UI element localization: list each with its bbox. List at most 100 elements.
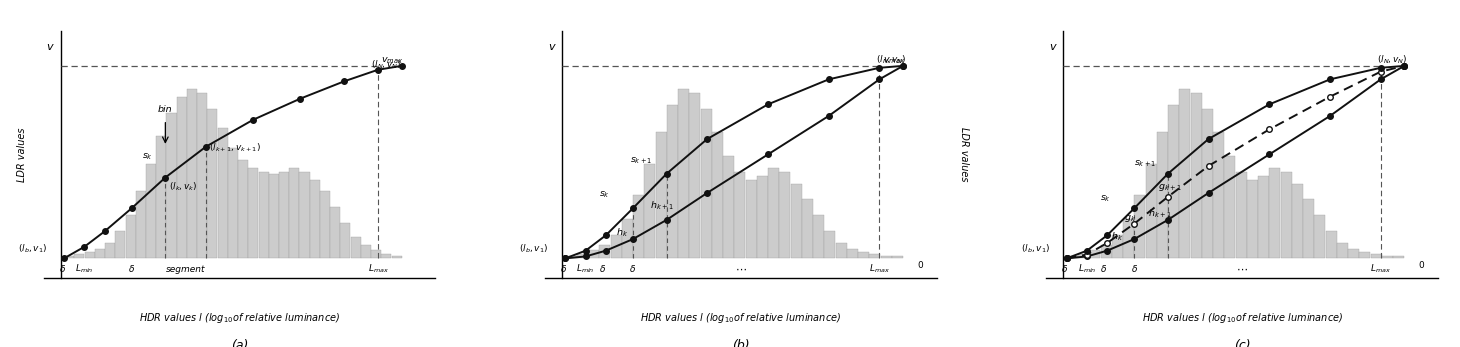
- Bar: [1156, 132, 1168, 259]
- Bar: [577, 254, 588, 259]
- Bar: [1269, 168, 1280, 259]
- Bar: [350, 237, 361, 259]
- Bar: [228, 148, 238, 259]
- Text: segment: segment: [166, 265, 206, 274]
- Text: $\delta$: $\delta$: [599, 263, 606, 274]
- Text: $g_{k+1}$: $g_{k+1}$: [1158, 182, 1181, 193]
- Bar: [1067, 256, 1077, 259]
- Bar: [701, 109, 711, 259]
- Bar: [768, 168, 780, 259]
- Bar: [1247, 179, 1259, 259]
- Text: $h_{k+1}$: $h_{k+1}$: [650, 199, 673, 212]
- Bar: [177, 97, 187, 259]
- Bar: [746, 179, 756, 259]
- Bar: [644, 164, 656, 259]
- Bar: [207, 109, 218, 259]
- Text: $\delta$: $\delta$: [1101, 263, 1107, 274]
- Bar: [197, 93, 207, 259]
- Bar: [880, 256, 892, 259]
- Text: $s_k$: $s_k$: [142, 151, 153, 162]
- Text: $(l_{k+1}, v_{k+1})$: $(l_{k+1}, v_{k+1})$: [209, 142, 261, 154]
- Text: $v_{max}$: $v_{max}$: [381, 55, 403, 66]
- Bar: [258, 172, 269, 259]
- Bar: [802, 199, 813, 259]
- Bar: [790, 184, 802, 259]
- Text: $s_k$: $s_k$: [599, 190, 610, 200]
- Text: $(l_N, v_N)$: $(l_N, v_N)$: [371, 59, 402, 71]
- Bar: [677, 89, 689, 259]
- Text: $h_k$: $h_k$: [1111, 230, 1123, 243]
- Bar: [279, 172, 289, 259]
- Bar: [712, 132, 723, 259]
- Bar: [813, 215, 823, 259]
- Bar: [869, 254, 880, 259]
- Text: (b): (b): [731, 339, 750, 347]
- Bar: [330, 207, 340, 259]
- Bar: [1089, 251, 1101, 259]
- Text: $h_k$: $h_k$: [616, 226, 628, 239]
- Bar: [756, 176, 768, 259]
- Text: $\delta$: $\delta$: [1061, 263, 1069, 274]
- Bar: [835, 243, 847, 259]
- Bar: [1383, 256, 1393, 259]
- Bar: [248, 168, 258, 259]
- Text: LDR values: LDR values: [959, 127, 969, 182]
- Bar: [734, 172, 746, 259]
- Bar: [565, 256, 577, 259]
- Bar: [588, 251, 599, 259]
- Bar: [1314, 215, 1326, 259]
- Text: $(l_b, v_1)$: $(l_b, v_1)$: [18, 242, 47, 254]
- Text: HDR values l (log$_{10}$of relative luminance): HDR values l (log$_{10}$of relative lumi…: [1142, 311, 1343, 325]
- Bar: [1235, 172, 1247, 259]
- Text: $\delta$: $\delta$: [128, 263, 136, 274]
- Bar: [126, 215, 136, 259]
- Bar: [238, 160, 248, 259]
- Text: $(l_b, v_1)$: $(l_b, v_1)$: [1021, 242, 1050, 254]
- Bar: [1202, 109, 1213, 259]
- Bar: [381, 254, 391, 259]
- Text: (c): (c): [1234, 339, 1251, 347]
- Bar: [723, 156, 734, 259]
- Bar: [780, 172, 790, 259]
- Bar: [391, 256, 402, 259]
- Bar: [74, 254, 85, 259]
- Bar: [1168, 105, 1180, 259]
- Text: $\delta$: $\delta$: [629, 263, 637, 274]
- Text: (a): (a): [231, 339, 248, 347]
- Bar: [892, 256, 902, 259]
- Text: $\delta$: $\delta$: [561, 263, 568, 274]
- Bar: [64, 256, 74, 259]
- Text: HDR values l (log$_{10}$of relative luminance): HDR values l (log$_{10}$of relative lumi…: [641, 311, 841, 325]
- Bar: [1292, 184, 1302, 259]
- Bar: [1101, 245, 1111, 259]
- Bar: [1077, 254, 1089, 259]
- Text: HDR values l (log$_{10}$of relative luminance): HDR values l (log$_{10}$of relative lumi…: [139, 311, 340, 325]
- Bar: [1123, 219, 1134, 259]
- Text: $v_{max}$: $v_{max}$: [883, 55, 905, 66]
- Bar: [136, 192, 146, 259]
- Bar: [1134, 195, 1145, 259]
- Bar: [340, 223, 350, 259]
- Text: 0: 0: [917, 261, 923, 270]
- Bar: [1326, 231, 1337, 259]
- Bar: [622, 219, 632, 259]
- Bar: [166, 113, 177, 259]
- Bar: [156, 136, 166, 259]
- Text: LDR values: LDR values: [18, 127, 28, 182]
- Text: $v$: $v$: [1048, 42, 1057, 52]
- Text: $(l_k, v_k)$: $(l_k, v_k)$: [169, 180, 197, 193]
- Bar: [1348, 248, 1359, 259]
- Bar: [1280, 172, 1292, 259]
- Text: $(l_b, v_1)$: $(l_b, v_1)$: [520, 242, 549, 254]
- Bar: [269, 174, 279, 259]
- Bar: [689, 93, 701, 259]
- Bar: [218, 128, 228, 259]
- Bar: [1393, 256, 1405, 259]
- Bar: [1225, 156, 1235, 259]
- Bar: [1180, 89, 1190, 259]
- Text: $L_{max}$: $L_{max}$: [1371, 263, 1391, 275]
- Bar: [1190, 93, 1202, 259]
- Bar: [1113, 235, 1123, 259]
- Text: $\cdots$: $\cdots$: [734, 264, 748, 274]
- Bar: [371, 251, 381, 259]
